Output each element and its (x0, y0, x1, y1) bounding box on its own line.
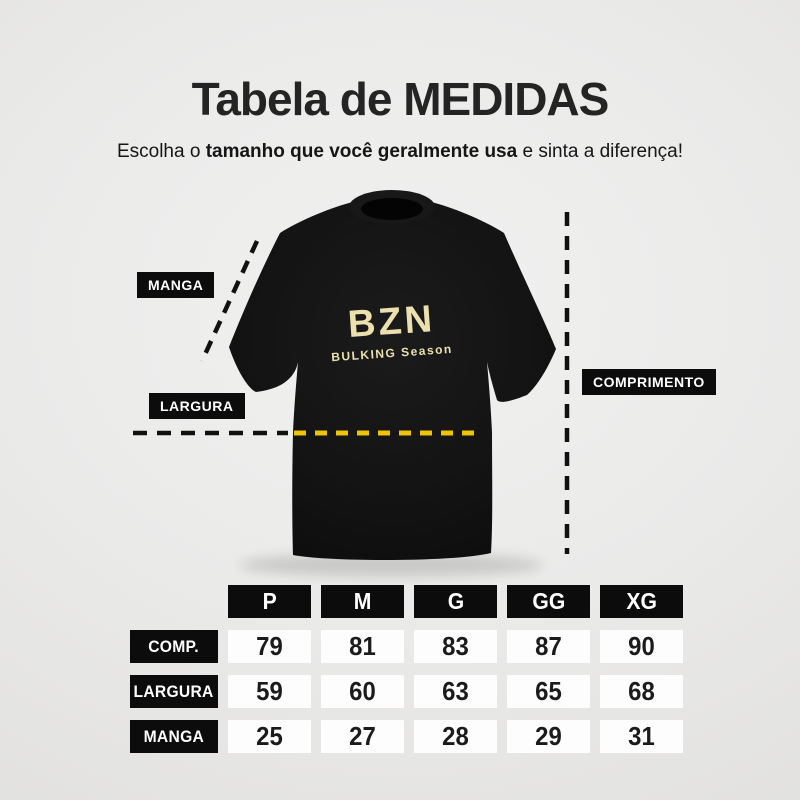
table-value-r0-c4: 90 (600, 630, 683, 663)
table-value-r2-c2: 28 (414, 720, 497, 753)
table-value-r0-c2: 83 (414, 630, 497, 663)
row-header-1: LARGURA (130, 675, 218, 708)
row-header-2: MANGA (130, 720, 218, 753)
table-value-r1-c0: 59 (228, 675, 311, 708)
table-value-r0-c0: 79 (228, 630, 311, 663)
page-subtitle: Escolha o tamanho que você geralmente us… (0, 141, 800, 163)
subtitle-text: Escolha o (116, 141, 206, 162)
table-value-r0-c3: 87 (507, 630, 590, 663)
table-value-r0-c1: 81 (321, 630, 404, 663)
table-value-r1-c3: 65 (507, 675, 590, 708)
table-corner-cell (130, 585, 218, 618)
column-header-xg: XG (600, 585, 683, 618)
tshirt-silhouette (229, 202, 556, 561)
sleeve-label: MANGA (137, 272, 215, 298)
table-value-r2-c1: 27 (321, 720, 404, 753)
size-table: P M G GG XG COMP. 79 81 83 87 90 LARGURA 59 60 63 65 68 M… (130, 585, 683, 753)
table-value-r2-c0: 25 (228, 720, 311, 753)
shirt-shadow (239, 553, 543, 577)
column-header-p: P (228, 585, 311, 618)
subtitle-emphasis: tamanho que você geralmente usa (205, 141, 518, 162)
page-title: Tabela de MEDIDAS (191, 73, 610, 125)
column-header-g: G (414, 585, 497, 618)
table-value-r2-c3: 29 (507, 720, 590, 753)
table-value-r1-c4: 68 (600, 675, 683, 708)
subtitle-text-end: e sinta a diferença! (517, 141, 684, 162)
collar-opening (361, 198, 423, 220)
row-header-0: COMP. (130, 630, 218, 663)
table-value-r1-c2: 63 (414, 675, 497, 708)
sleeve-measure-line (199, 240, 260, 362)
length-label: COMPRIMENTO (582, 369, 716, 395)
column-header-m: M (321, 585, 404, 618)
shirt-brand-text: BZN (347, 298, 437, 346)
table-value-r1-c1: 60 (321, 675, 404, 708)
table-value-r2-c4: 31 (600, 720, 683, 753)
width-label: LARGURA (149, 393, 245, 419)
column-header-gg: GG (507, 585, 590, 618)
